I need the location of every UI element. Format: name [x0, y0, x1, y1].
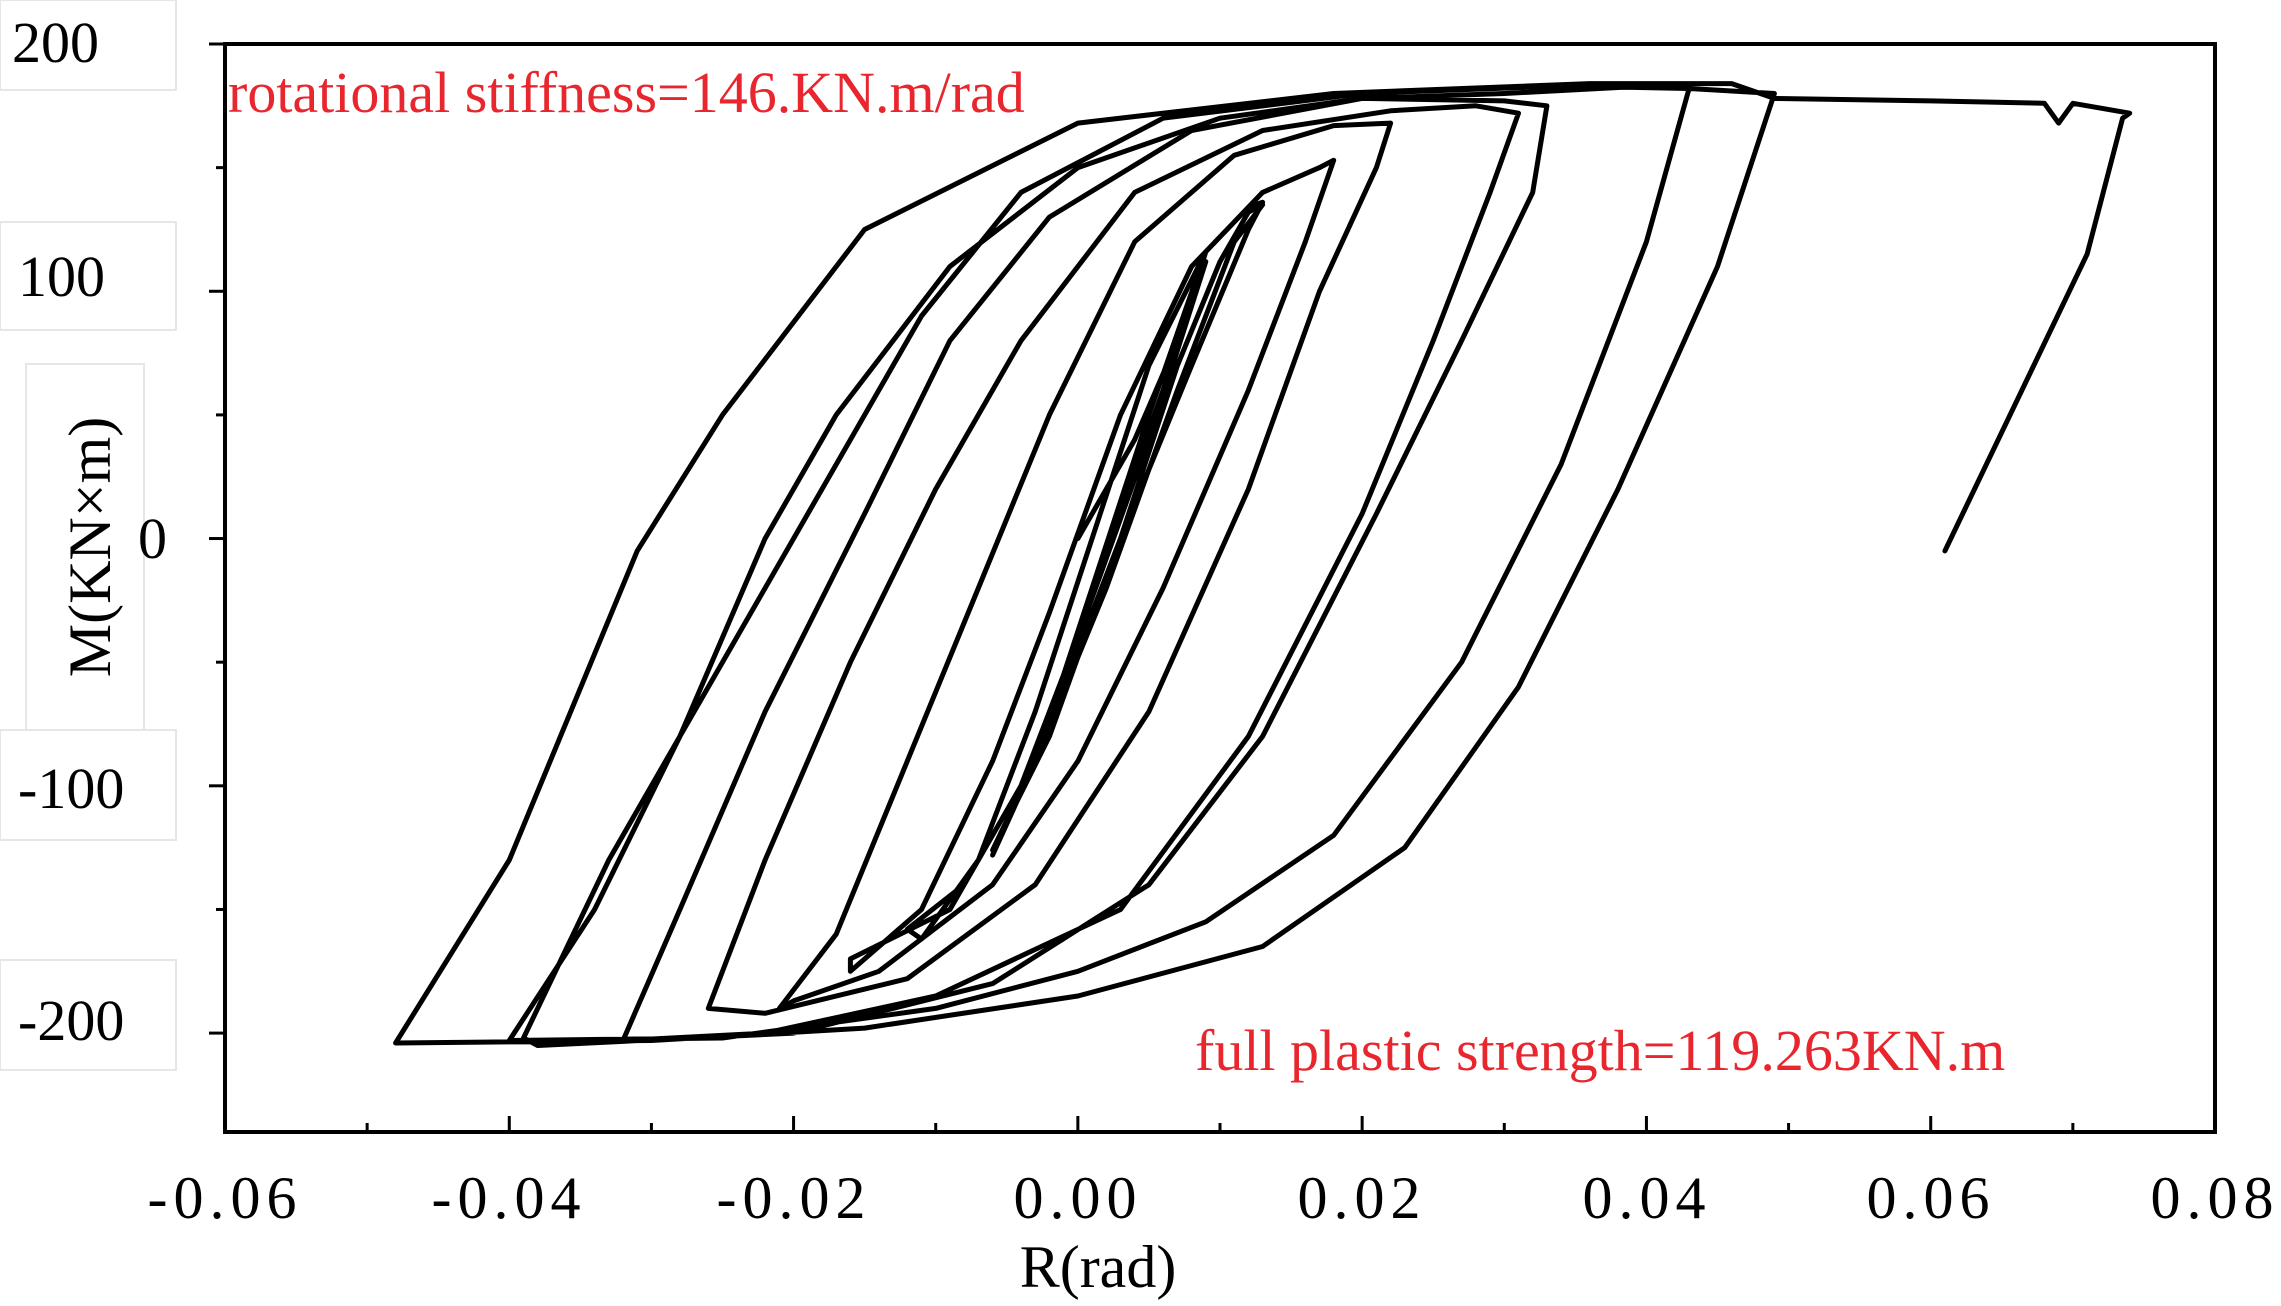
y-tick-label-0: 0 [138, 506, 167, 571]
y-tick-label-box-minus100 [0, 729, 177, 841]
y-tick-label-minus100: -100 [18, 756, 124, 821]
y-tick-label-box-100 [0, 221, 177, 331]
x-tick-label-0.02: 0.02 [1298, 1165, 1427, 1231]
series-line-0 [393, 81, 2133, 1048]
x-tick-label-0.08: 0.08 [2151, 1165, 2280, 1231]
x-tick-label-minus0.02: -0.02 [717, 1165, 872, 1231]
y-axis-title-box [25, 363, 145, 731]
x-tick-label-0.04: 0.04 [1583, 1165, 1712, 1231]
y-tick-label-minus200: -200 [18, 988, 124, 1053]
x-tick-label-0.06: 0.06 [1867, 1165, 1996, 1231]
y-tick-label-100: 100 [18, 244, 105, 309]
y-tick-label-box-minus200 [0, 959, 177, 1071]
x-tick-label-minus0.04: -0.04 [432, 1165, 587, 1231]
x-tick-label-minus0.06: -0.06 [148, 1165, 303, 1231]
y-label-boxes [0, 0, 177, 1071]
x-tick-labels: -0.06 -0.04 -0.02 0.00 0.02 0.04 0.06 0.… [148, 1165, 2280, 1231]
x-tick-label-0.00: 0.00 [1014, 1165, 1143, 1231]
y-axis-title: M(KN×m) [57, 417, 123, 677]
y-tick-label-200: 200 [12, 10, 99, 75]
y-tick-label-box-200 [0, 0, 177, 91]
y-tick-labels: 200 100 0 -100 -200 [12, 10, 167, 1053]
plot-frame [223, 42, 2217, 1134]
annotation-rotational-stiffness: rotational stiffness=146.KN.m/rad [228, 60, 1025, 125]
series-layer [393, 81, 2133, 1048]
y-axis-ticks [209, 42, 225, 1035]
x-axis-ticks [223, 1116, 2217, 1132]
annotation-full-plastic-strength: full plastic strength=119.263KN.m [1195, 1018, 2005, 1083]
x-axis-title: R(rad) [1020, 1234, 1177, 1300]
